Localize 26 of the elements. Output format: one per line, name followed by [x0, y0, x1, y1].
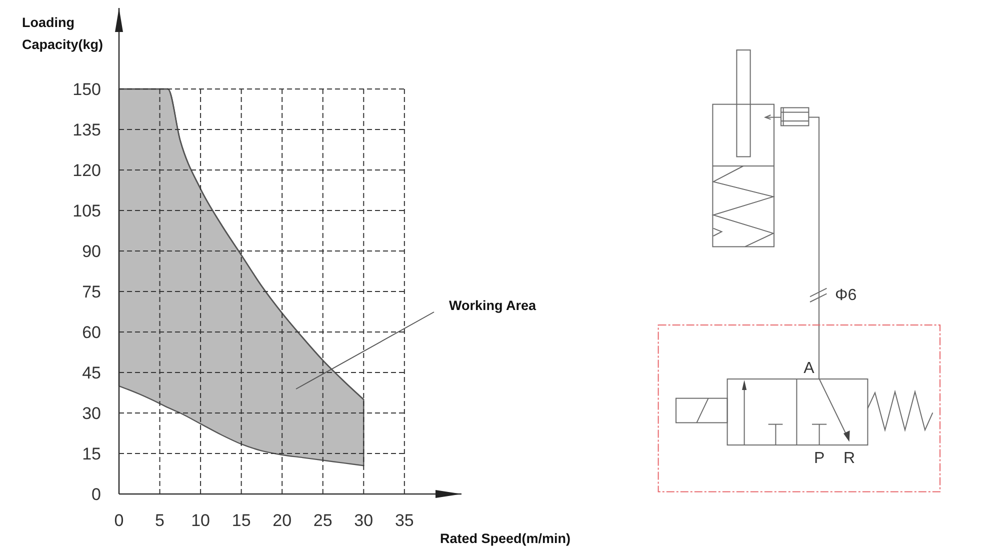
x-tick-label: 10: [191, 511, 210, 530]
text: A: [804, 360, 815, 377]
y-tick-label: 105: [72, 201, 101, 220]
y-tick-label: 45: [82, 363, 101, 382]
x-tick-label: 20: [272, 511, 292, 530]
x-axis-title: Rated Speed(m/min): [440, 531, 571, 546]
y-tick-label: 30: [82, 404, 101, 423]
text: Φ6: [835, 287, 857, 304]
text: P: [814, 450, 825, 467]
x-tick-label: 5: [155, 511, 165, 530]
y-tick-label: 150: [72, 80, 101, 99]
x-tick-label: 30: [354, 511, 374, 530]
y-axis-title: Loading Capacity(kg): [22, 15, 104, 52]
y-tick-label: 75: [82, 282, 101, 302]
y-tick-label: 90: [82, 242, 101, 261]
x-tick-label: 15: [232, 511, 251, 530]
y-tick-label: 15: [82, 444, 101, 464]
y-tick-label: 60: [82, 322, 101, 342]
x-tick-label: 25: [313, 511, 332, 530]
text: R: [844, 450, 856, 467]
x-tick-label: 35: [394, 511, 414, 530]
y-tick-label: 120: [72, 160, 101, 180]
y-tick-label: 135: [72, 120, 101, 140]
annotation: Working Area: [449, 298, 537, 313]
y-tick-label: 0: [92, 484, 101, 504]
x-tick-label: 0: [114, 511, 124, 530]
